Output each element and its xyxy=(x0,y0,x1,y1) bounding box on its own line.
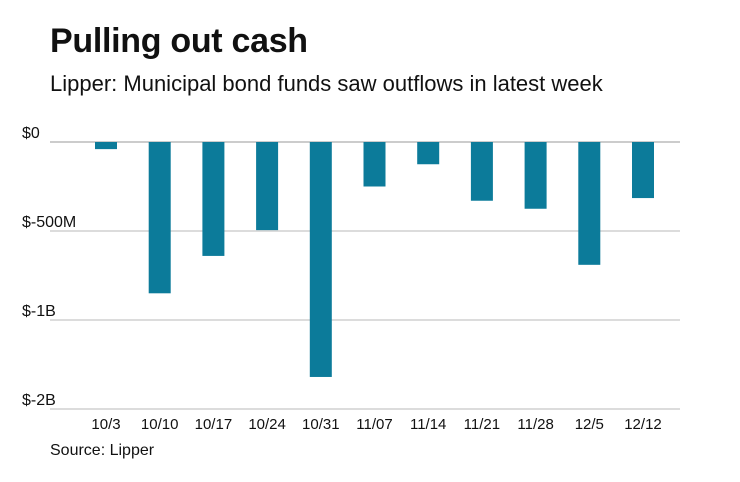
bar xyxy=(148,142,171,294)
y-tick-label: $-500M xyxy=(22,214,76,231)
x-tick-label: 11/07 xyxy=(356,416,392,433)
x-tick-label: 10/10 xyxy=(141,416,179,433)
x-tick-label: 11/28 xyxy=(517,416,553,433)
x-tick-label: 12/5 xyxy=(575,416,604,433)
y-tick-label: $-2B xyxy=(22,392,56,409)
bar xyxy=(632,142,654,199)
bar xyxy=(363,142,386,187)
bar xyxy=(470,142,493,201)
chart-title: Pulling out cash xyxy=(50,22,308,60)
bar xyxy=(578,142,601,265)
y-tick-label: $0 xyxy=(22,125,40,142)
bar xyxy=(524,142,547,209)
source-note: Source: Lipper xyxy=(50,442,155,459)
chart-subtitle: Lipper: Municipal bond funds saw outflow… xyxy=(50,71,603,96)
x-tick-label: 10/24 xyxy=(248,416,286,433)
x-tick-label: 11/14 xyxy=(410,416,446,433)
bar xyxy=(202,142,225,256)
x-tick-label: 10/3 xyxy=(91,416,120,433)
x-tick-label: 10/31 xyxy=(302,416,340,433)
y-tick-label: $-1B xyxy=(22,303,56,320)
x-tick-label: 11/21 xyxy=(464,416,500,433)
bar xyxy=(95,142,117,150)
bar xyxy=(256,142,279,231)
bar xyxy=(309,142,332,377)
bar xyxy=(417,142,440,165)
x-tick-label: 12/12 xyxy=(624,416,662,433)
x-tick-label: 10/17 xyxy=(195,416,233,433)
